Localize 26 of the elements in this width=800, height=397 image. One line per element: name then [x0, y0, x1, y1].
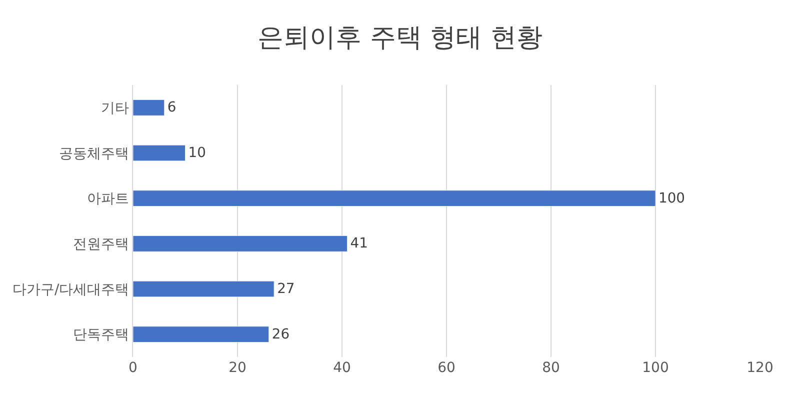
bar: [133, 99, 165, 116]
y-tick-label: 공동체주택: [59, 146, 130, 162]
y-tick-label: 전원주택: [73, 236, 130, 253]
y-tick-label: 단독주택: [73, 327, 130, 344]
x-tick-label: 120: [746, 360, 774, 376]
bar: [133, 280, 274, 298]
y-tick-label: 다가구/다세대주택: [12, 282, 130, 298]
chart-title: 은퇴이후 주택 형태 현황: [258, 22, 542, 53]
data-label: 10: [188, 144, 206, 161]
data-label: 41: [350, 236, 368, 252]
y-tick-label: 아파트: [87, 191, 130, 208]
bar: [133, 144, 186, 162]
x-tick-label: 20: [228, 360, 246, 376]
bar: [133, 326, 270, 343]
data-label: 26: [272, 326, 290, 342]
x-tick-label: 0: [128, 360, 138, 376]
x-tick-label: 100: [642, 360, 669, 376]
data-label: 100: [658, 190, 685, 206]
bar: [133, 190, 656, 207]
x-tick-label: 40: [333, 360, 351, 376]
y-tick-label: 기타: [101, 100, 130, 117]
data-label: 6: [167, 100, 176, 116]
x-tick-label: 60: [438, 360, 456, 376]
bar: [133, 235, 348, 252]
x-tick-label: 80: [542, 360, 560, 376]
data-label: 27: [277, 280, 295, 297]
